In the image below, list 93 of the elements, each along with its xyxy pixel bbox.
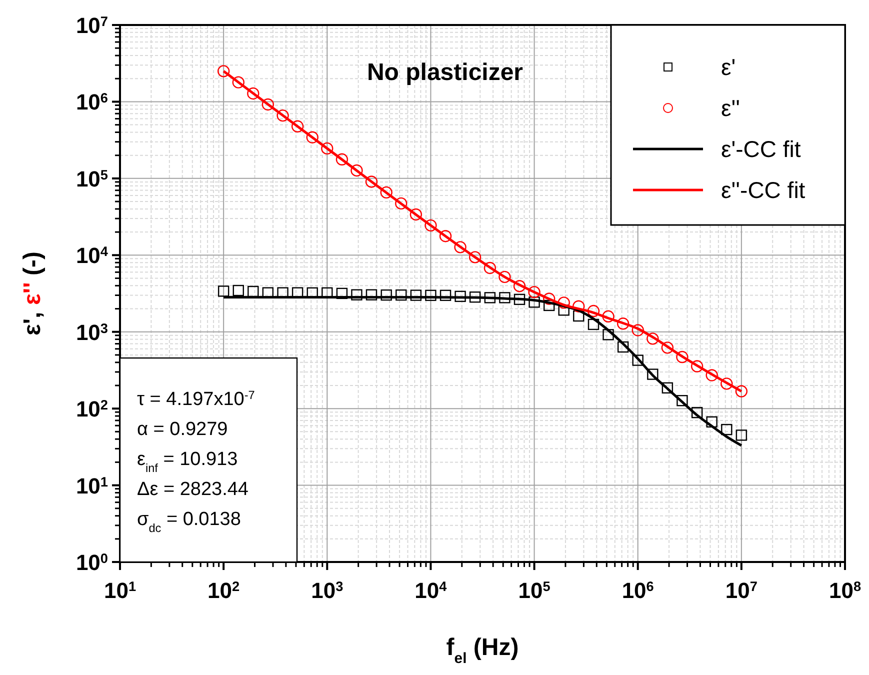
point bbox=[218, 286, 230, 297]
point bbox=[632, 324, 644, 336]
legend-label: ε' bbox=[721, 54, 736, 80]
point bbox=[616, 318, 630, 330]
point bbox=[351, 289, 362, 300]
y-tick-label: 10$^{5}$ bbox=[76, 166, 108, 192]
point bbox=[454, 290, 466, 302]
y-tick-label: 10$^{6}$ bbox=[76, 90, 108, 115]
y-tick-label: 10$^{1}$ bbox=[76, 473, 108, 498]
point bbox=[647, 368, 658, 380]
point bbox=[380, 289, 392, 301]
point bbox=[706, 416, 718, 428]
point bbox=[484, 292, 496, 304]
annotation: σ$_{dc}$ = 0.0138 bbox=[137, 509, 241, 534]
y-tick-label: 10$^{7}$ bbox=[76, 13, 108, 38]
x-tick-label: 10$^{5}$ bbox=[518, 578, 551, 603]
point bbox=[690, 360, 704, 372]
point bbox=[395, 197, 408, 210]
point bbox=[440, 290, 452, 301]
point bbox=[217, 65, 230, 78]
point bbox=[439, 230, 452, 242]
point bbox=[617, 341, 629, 353]
point bbox=[336, 153, 348, 166]
x-tick-label: 10$^{4}$ bbox=[414, 578, 448, 603]
y-tick-label: 10$^{0}$ bbox=[76, 550, 108, 575]
point bbox=[262, 98, 274, 111]
legend-label: ε'-CC fit bbox=[721, 136, 802, 162]
point bbox=[720, 378, 733, 390]
point bbox=[468, 251, 482, 264]
x-tick-label: 10$^{6}$ bbox=[622, 578, 654, 603]
point bbox=[232, 76, 244, 88]
point bbox=[558, 296, 570, 309]
point bbox=[321, 142, 334, 155]
text: No plasticizer bbox=[366, 59, 524, 86]
point bbox=[735, 385, 748, 398]
legend-label: ε''-CC fit bbox=[721, 177, 806, 203]
point bbox=[248, 286, 259, 298]
x-tick-label: 10$^{7}$ bbox=[725, 578, 758, 603]
point bbox=[410, 290, 422, 301]
point bbox=[454, 241, 466, 254]
y-axis-title: ε', ε'' (-) bbox=[19, 252, 46, 336]
x-tick-label: 10$^{2}$ bbox=[208, 578, 240, 603]
annotation: ε$_{inf}$ = 10.913 bbox=[137, 449, 238, 474]
point bbox=[587, 304, 600, 318]
point bbox=[543, 292, 556, 305]
point bbox=[424, 219, 437, 232]
y-tick-label: 10$^{4}$ bbox=[76, 243, 108, 268]
point bbox=[676, 395, 688, 406]
point bbox=[484, 262, 496, 274]
annotation: Δε = 2823.44 bbox=[137, 479, 249, 500]
point bbox=[380, 186, 392, 199]
point bbox=[499, 292, 510, 304]
point bbox=[396, 289, 407, 301]
point bbox=[662, 382, 674, 394]
x-axis-title: f$_{el}$ (Hz) bbox=[446, 634, 519, 667]
point bbox=[646, 332, 659, 345]
point bbox=[691, 406, 703, 418]
point bbox=[736, 430, 748, 441]
point bbox=[721, 424, 732, 436]
point bbox=[602, 329, 614, 340]
point bbox=[572, 300, 585, 312]
point bbox=[425, 290, 436, 301]
point bbox=[513, 280, 526, 292]
annotation: α = 0.9279 bbox=[137, 419, 228, 440]
point bbox=[573, 310, 584, 322]
annotation: τ = 4.197x10$^{-7}$ bbox=[137, 388, 255, 410]
point bbox=[232, 284, 244, 296]
point bbox=[366, 289, 378, 300]
x-tick-label: 10$^{1}$ bbox=[104, 578, 136, 603]
point bbox=[632, 354, 644, 366]
point bbox=[291, 120, 304, 132]
point bbox=[410, 208, 422, 221]
legend-label: ε'' bbox=[721, 95, 740, 121]
y-tick-label: 10$^{2}$ bbox=[76, 396, 108, 422]
point bbox=[365, 176, 378, 188]
point bbox=[336, 288, 348, 300]
point bbox=[676, 350, 688, 364]
point bbox=[247, 87, 260, 100]
point bbox=[350, 164, 363, 177]
x-tick-label: 10$^{3}$ bbox=[311, 578, 344, 603]
point bbox=[498, 270, 511, 284]
point bbox=[588, 318, 600, 330]
point bbox=[602, 310, 614, 323]
point bbox=[528, 286, 540, 298]
point bbox=[306, 131, 318, 144]
y-tick-label: 10$^{3}$ bbox=[76, 320, 108, 345]
point bbox=[469, 291, 481, 303]
point bbox=[276, 109, 289, 122]
point bbox=[514, 294, 526, 305]
point bbox=[706, 369, 718, 382]
point bbox=[661, 342, 674, 354]
point bbox=[528, 296, 540, 308]
x-tick-label: 10$^{8}$ bbox=[828, 578, 862, 603]
